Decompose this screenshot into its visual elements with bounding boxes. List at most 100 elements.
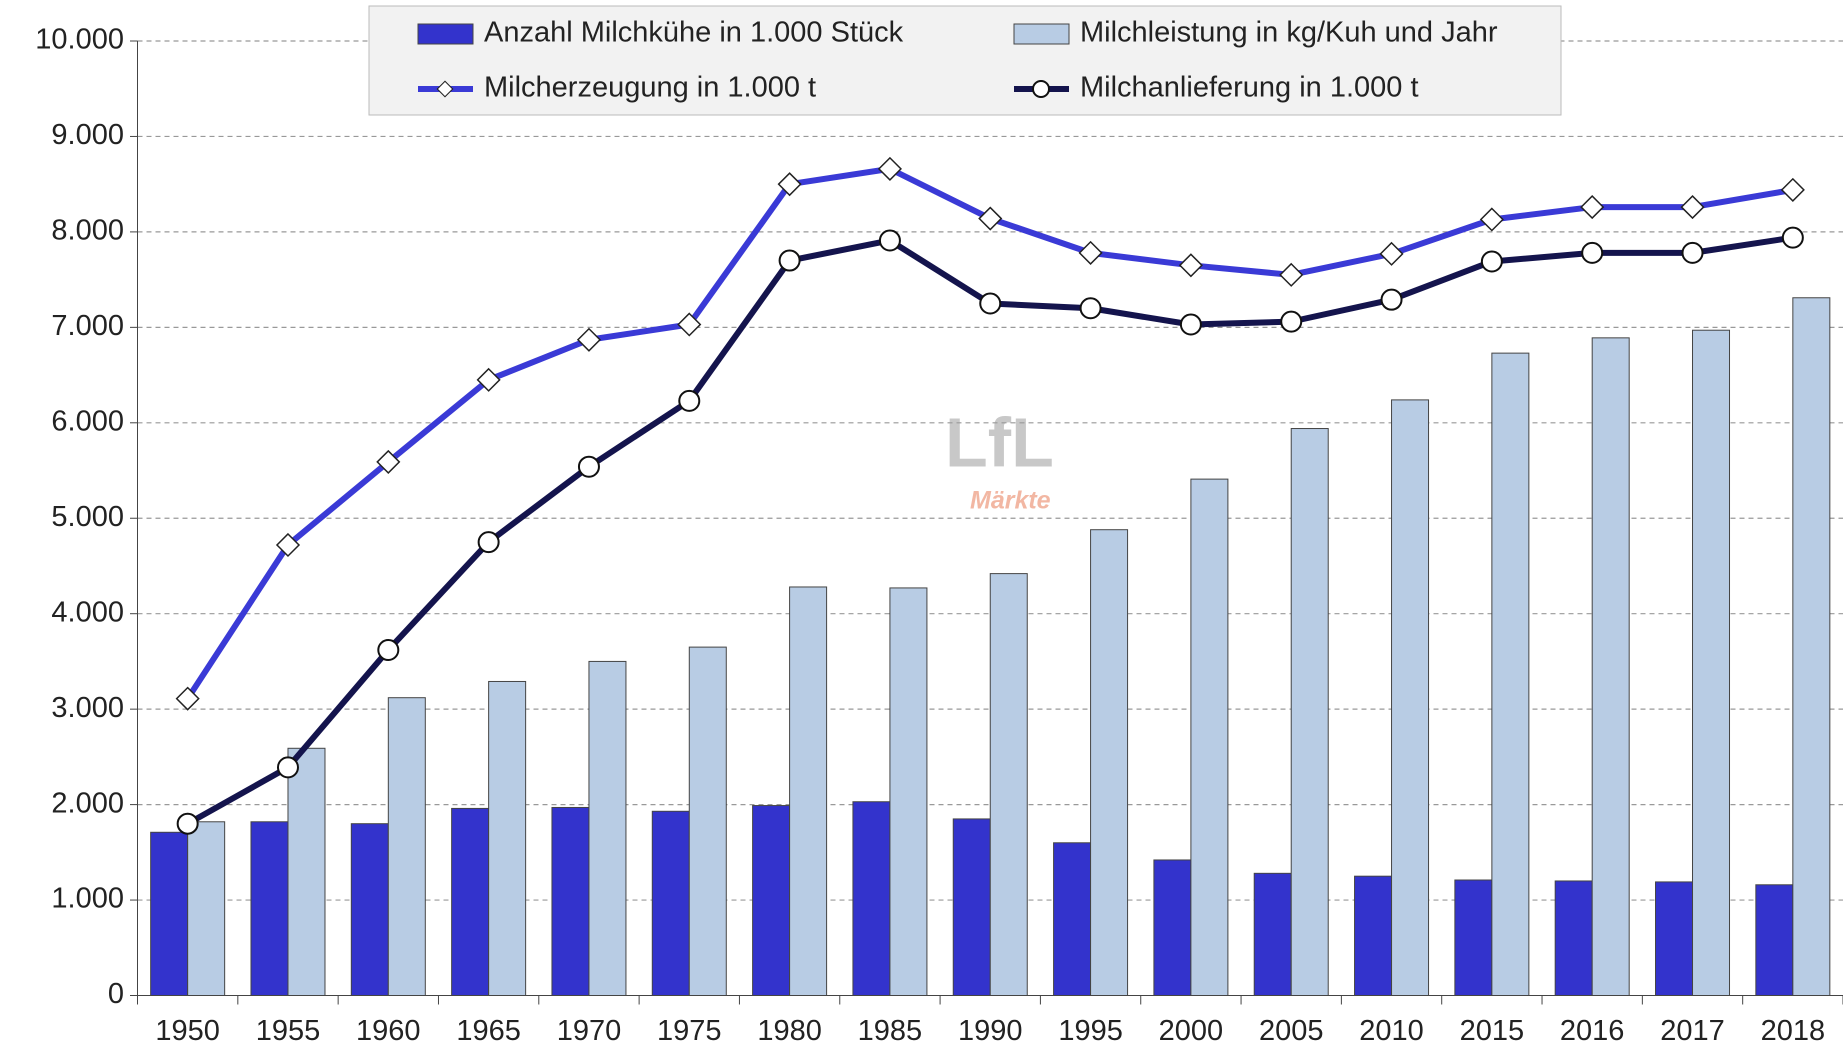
- bar: [387, 697, 426, 996]
- bar: [250, 821, 289, 996]
- marker: [877, 156, 902, 181]
- y-tick-label: 7.000: [51, 310, 124, 342]
- legend-label: Anzahl Milchkühe in 1.000 Stück: [484, 17, 904, 49]
- marker: [1380, 288, 1403, 311]
- marker: [376, 449, 401, 474]
- y-tick-label: 2.000: [51, 787, 124, 819]
- marker: [979, 292, 1002, 315]
- bar: [1391, 399, 1430, 996]
- x-tick-label: 1975: [657, 1015, 722, 1047]
- bar: [1692, 329, 1731, 996]
- bar: [688, 646, 727, 996]
- marker: [276, 756, 299, 779]
- legend-swatch: [1013, 23, 1070, 45]
- bar: [1290, 428, 1329, 997]
- marker: [1479, 207, 1504, 232]
- bar: [350, 823, 389, 996]
- marker: [1280, 310, 1303, 333]
- x-tick-label: 1965: [456, 1015, 521, 1047]
- x-tick-label: 1970: [557, 1015, 622, 1047]
- bar: [488, 680, 527, 996]
- x-tick-label: 2005: [1259, 1015, 1324, 1047]
- legend-box: [368, 5, 1562, 116]
- bar: [1454, 879, 1493, 996]
- bar: [1755, 884, 1794, 997]
- x-tick-label: 1990: [958, 1015, 1023, 1047]
- y-tick-label: 0: [108, 978, 124, 1010]
- marker: [1580, 195, 1605, 220]
- x-tick-label: 1985: [858, 1015, 923, 1047]
- bar: [1792, 297, 1831, 996]
- marker: [678, 389, 701, 412]
- marker: [1780, 177, 1805, 202]
- bar: [451, 807, 490, 997]
- bar: [852, 801, 891, 997]
- marker: [1581, 241, 1604, 264]
- bar: [1253, 872, 1292, 996]
- x-tick-label: 2018: [1761, 1015, 1826, 1047]
- bar: [1354, 875, 1393, 996]
- y-tick-label: 4.000: [51, 596, 124, 628]
- bar: [1090, 529, 1129, 996]
- y-tick-label: 10.000: [35, 24, 124, 56]
- bar: [588, 660, 627, 996]
- bar: [1591, 337, 1630, 996]
- bar: [752, 805, 791, 996]
- bar: [651, 810, 690, 996]
- bar: [889, 587, 928, 997]
- legend-swatch: [417, 23, 474, 45]
- bar: [551, 806, 590, 996]
- marker: [377, 638, 400, 661]
- y-tick-label: 6.000: [51, 405, 124, 437]
- x-tick-label: 1980: [757, 1015, 822, 1047]
- marker: [1781, 226, 1804, 249]
- marker: [1179, 313, 1202, 336]
- x-tick-label: 2017: [1660, 1015, 1725, 1047]
- marker: [1178, 253, 1203, 278]
- legend: Anzahl Milchkühe in 1.000 Stück Milchleis…: [368, 5, 1562, 116]
- marker: [878, 229, 901, 252]
- y-tick-label: 3.000: [51, 692, 124, 724]
- bar: [287, 747, 326, 996]
- x-tick-label: 1955: [256, 1015, 321, 1047]
- bar: [789, 586, 828, 996]
- legend-label: Milchleistung in kg/Kuh und Jahr: [1080, 17, 1498, 49]
- bar: [952, 818, 991, 996]
- bar: [989, 573, 1028, 997]
- marker: [175, 686, 200, 711]
- bar: [1655, 881, 1694, 996]
- legend-label: Milchanlieferung in 1.000 t: [1080, 72, 1419, 104]
- marker: [978, 206, 1003, 231]
- x-tick-label: 2015: [1460, 1015, 1525, 1047]
- marker: [677, 312, 702, 337]
- marker: [1379, 241, 1404, 266]
- marker: [1480, 250, 1503, 273]
- x-tick-label: 1960: [356, 1015, 421, 1047]
- y-tick-label: 5.000: [51, 501, 124, 533]
- bar: [1153, 859, 1192, 996]
- legend-marker: [1032, 80, 1050, 98]
- x-tick-label: 2000: [1159, 1015, 1224, 1047]
- marker: [477, 531, 500, 554]
- y-tick-label: 8.000: [51, 215, 124, 247]
- legend-label: Milcherzeugung in 1.000 t: [484, 72, 816, 104]
- watermark-logo: LfL: [945, 403, 1054, 481]
- marker: [1078, 240, 1103, 265]
- marker: [778, 249, 801, 272]
- bar: [1491, 352, 1530, 996]
- marker: [777, 172, 802, 197]
- x-tick-label: 2010: [1359, 1015, 1424, 1047]
- bar: [187, 821, 226, 996]
- marker: [1079, 297, 1102, 320]
- marker: [1279, 262, 1304, 287]
- bar: [1190, 478, 1229, 997]
- marker: [1680, 195, 1705, 220]
- y-tick-label: 9.000: [51, 119, 124, 151]
- bar: [1554, 880, 1593, 997]
- marker: [577, 455, 600, 478]
- x-tick-label: 1995: [1058, 1015, 1123, 1047]
- x-tick-label: 1950: [155, 1015, 220, 1047]
- watermark-subtitle: Märkte: [970, 487, 1051, 515]
- bar: [150, 831, 189, 997]
